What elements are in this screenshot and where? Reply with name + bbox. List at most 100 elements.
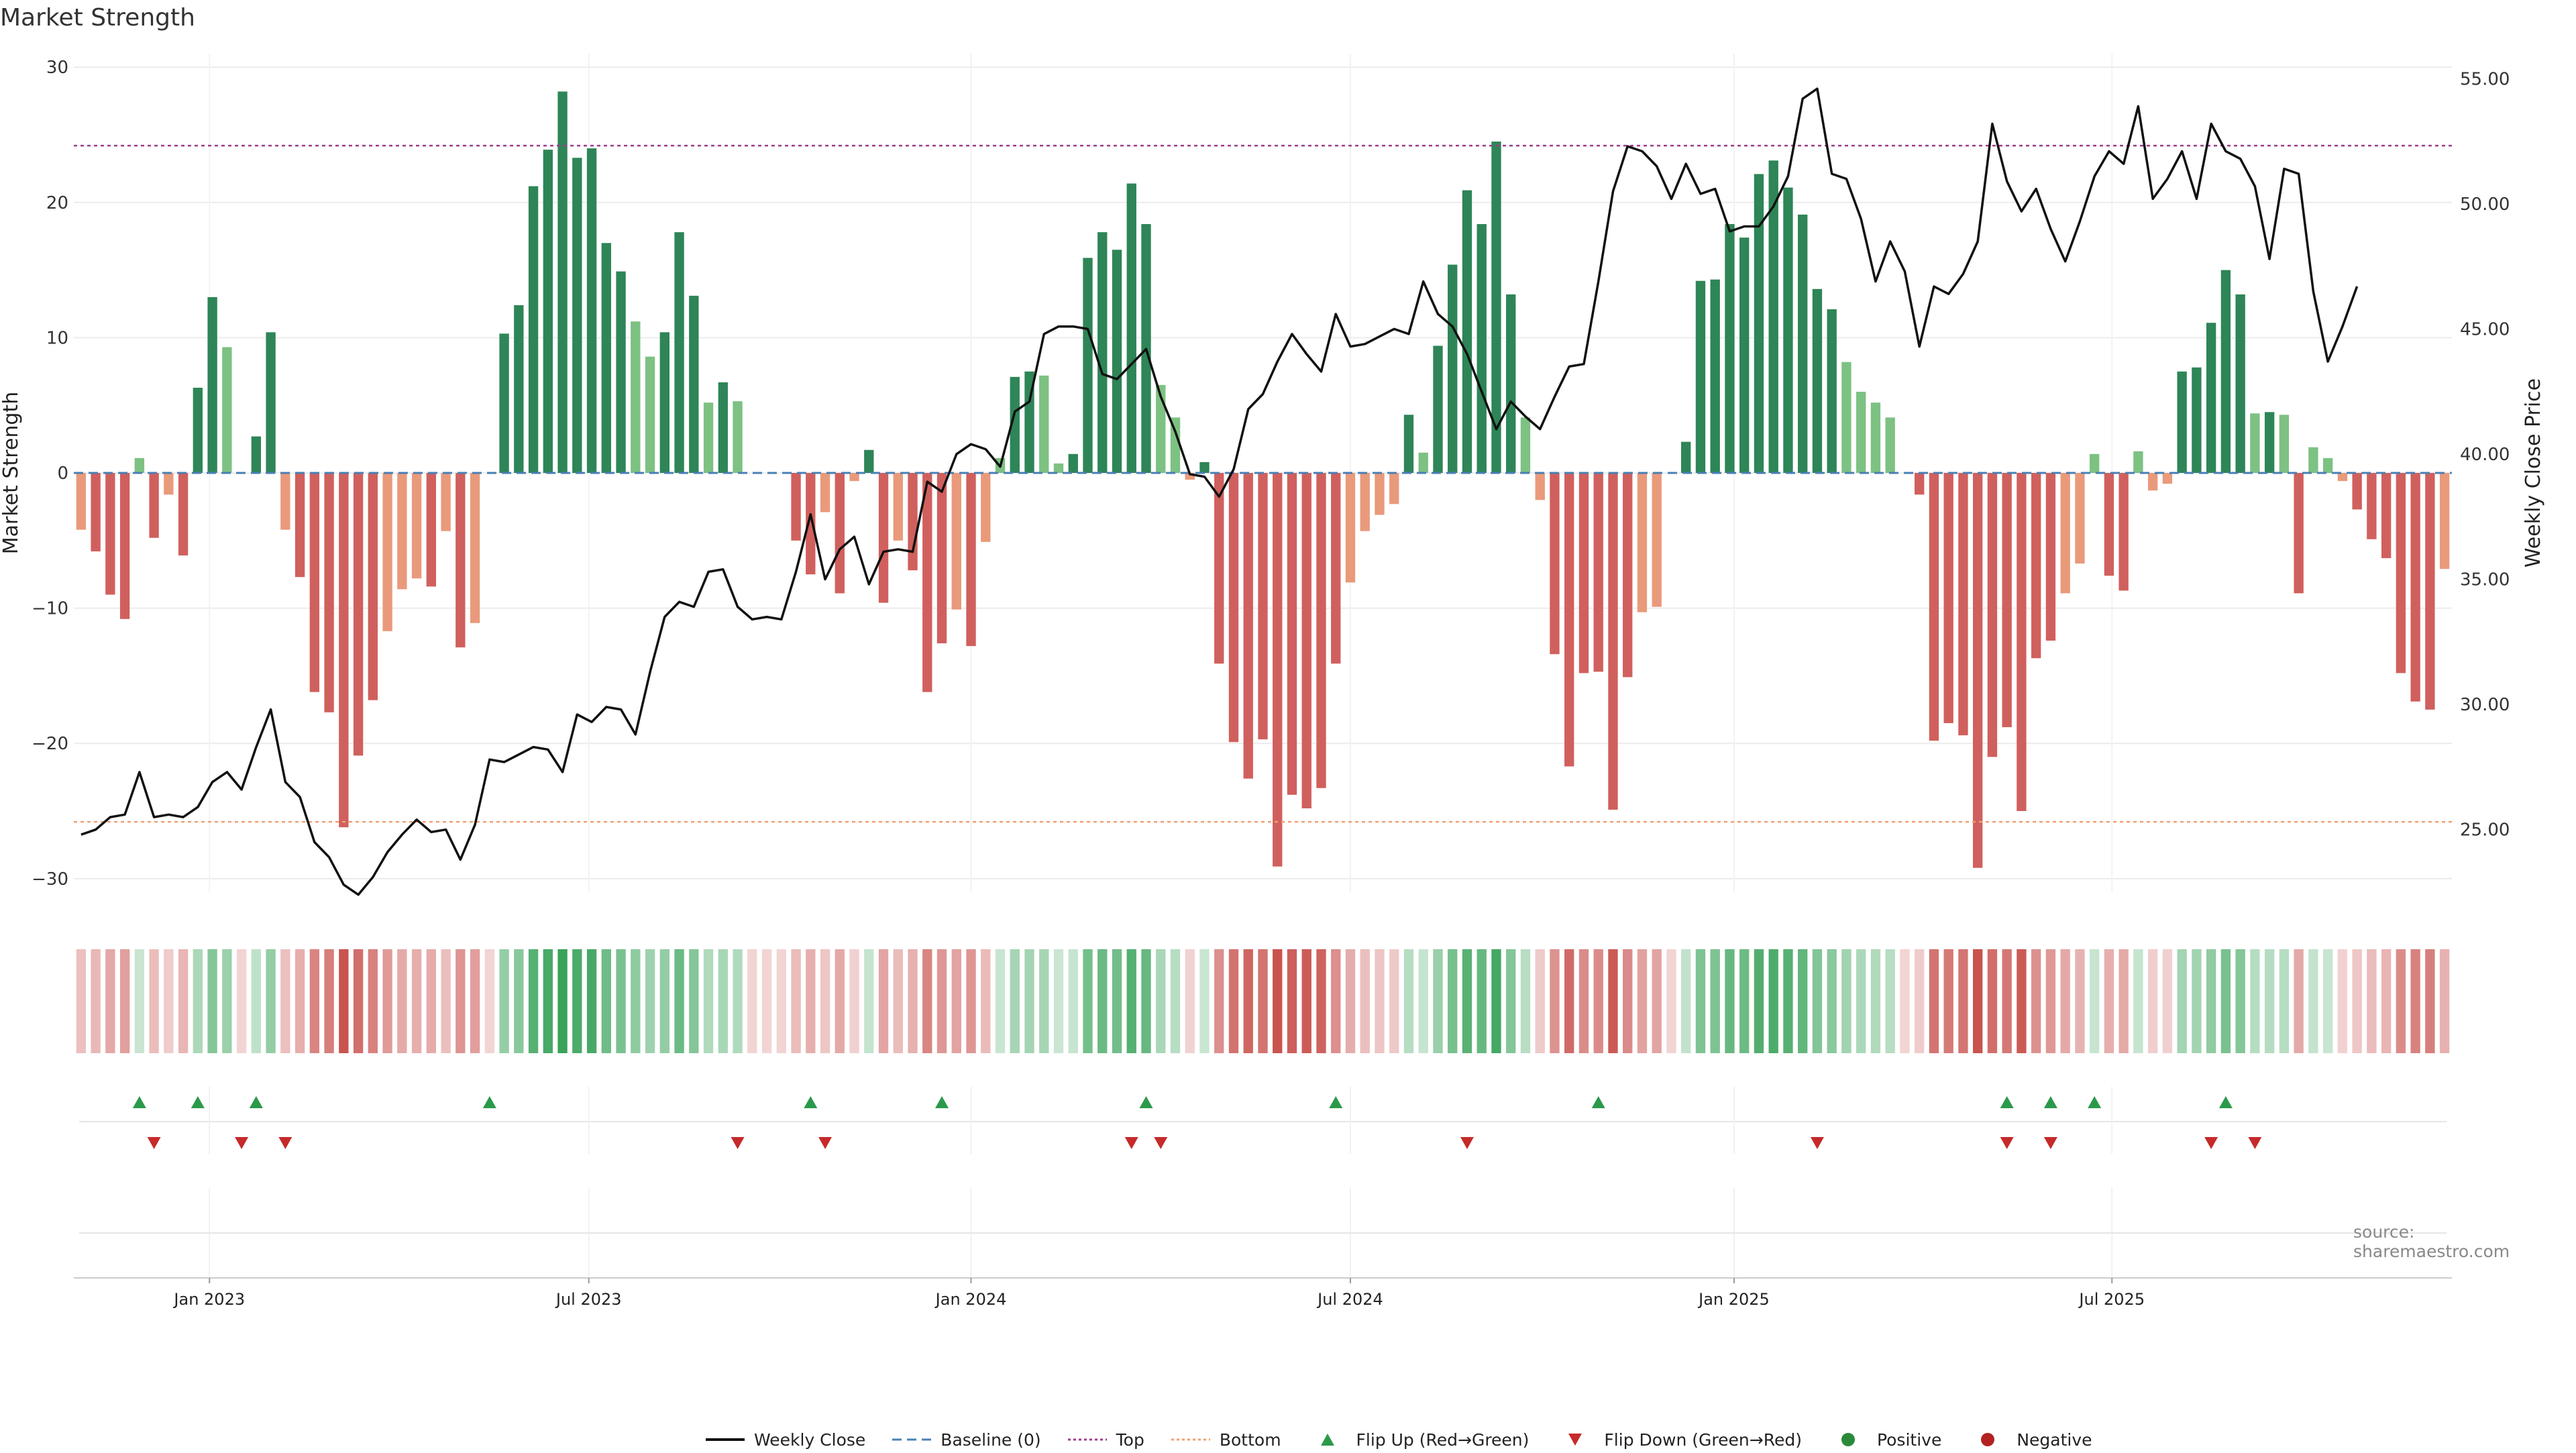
strength-bar [1418,452,1428,473]
heat-cell [1214,949,1224,1053]
heat-cell [2337,949,2348,1053]
heat-cell [1870,949,1881,1053]
heat-cell [324,949,334,1053]
flip-down-marker [2248,1137,2262,1149]
y-tick-label-left: 30 [46,58,68,78]
chart-title: Market Strength [0,4,195,32]
strength-bar [2367,473,2377,539]
strength-bar [91,473,101,551]
heat-cell [1550,949,1560,1053]
heat-cell [2381,949,2392,1053]
heat-cell [2294,949,2304,1053]
heat-cell [557,949,568,1053]
heat-cell [1389,949,1399,1053]
heat-cell [1345,949,1356,1053]
heat-cell [2439,949,2450,1053]
heat-cell [806,949,816,1053]
heat-cell [1010,949,1020,1053]
heat-cell [1812,949,1823,1053]
strength-bar [936,473,947,644]
y-tick-label-right: 25.00 [2460,820,2510,841]
heat-cell [1578,949,1589,1053]
strength-bar [2250,413,2260,473]
flip-down-marker [731,1137,745,1149]
heat-cell [951,949,961,1053]
heat-cell [2352,949,2362,1053]
heat-cell [631,949,641,1053]
heat-cell [1739,949,1750,1053]
heat-cell [1448,949,1458,1053]
strength-bar [2235,294,2245,473]
y-tick-label-right: 50.00 [2460,195,2510,215]
legend-label: Flip Up (Red→Green) [1356,1430,1529,1450]
heat-cell [1360,949,1370,1053]
strength-bar [1710,279,1720,473]
strength-bar [1185,473,1195,480]
x-tick-label: Jul 2024 [1316,1290,1383,1309]
strength-bar [893,473,903,541]
heat-cell [1433,949,1443,1053]
heat-cell [2206,949,2216,1053]
heat-cell [2118,949,2129,1053]
heat-cell [1768,949,1778,1053]
strength-bar [2118,473,2129,591]
heat-cell [1841,949,1851,1053]
heat-cell [2147,949,2158,1053]
strength-bar [2104,473,2114,576]
strength-bar [1097,232,1108,473]
heat-cell [280,949,290,1053]
heat-cell [514,949,524,1053]
heat-cell [1287,949,1297,1053]
legend-label: Bottom [1219,1430,1281,1450]
y-axis-label-right: Weekly Close Price [2522,378,2545,568]
strength-bar [951,473,961,610]
source-text: source: sharemaestro.com [2353,1222,2510,1261]
strength-bar [1929,473,1939,741]
heat-cell [2162,949,2173,1053]
heat-cell [2002,949,2012,1053]
heat-cell [1083,949,1093,1053]
strength-bar [2206,323,2216,473]
strength-bar [339,473,349,828]
legend-item: Bottom [1170,1430,1281,1450]
strength-bar [2279,415,2290,473]
heat-cell [835,949,845,1053]
y-tick-label-left: −10 [32,599,68,619]
strength-bar [1477,224,1487,473]
heat-cell [294,949,305,1053]
flip-down-marker [1460,1137,1474,1149]
heat-cell [411,949,422,1053]
strength-bar [1972,473,1983,868]
y-tick-label-left: −20 [32,734,68,754]
heat-cell [484,949,495,1053]
strength-bar [572,158,582,473]
heat-cell [1900,949,1910,1053]
heat-cell [922,949,932,1053]
strength-bar [280,473,290,530]
strength-bar [193,387,203,473]
flip-up-marker [1591,1096,1605,1108]
legend-swatch-line-dot [1067,1438,1107,1441]
heat-cell [353,949,364,1053]
flip-up-marker [191,1096,205,1108]
heat-cell [178,949,189,1053]
y-axis-label-left: Market Strength [0,392,23,554]
strength-bar [674,232,684,473]
strength-bar [1915,473,1925,495]
strength-bar [2133,451,2143,473]
y-tick-label-right: 35.00 [2460,570,2510,590]
heat-cell [1652,949,1662,1053]
strength-bar [2264,412,2275,473]
flip-up-marker [2218,1096,2233,1108]
heat-cell [791,949,801,1053]
flip-up-marker [2000,1096,2014,1108]
heat-cell [703,949,714,1053]
heat-cell [309,949,320,1053]
strength-bar [1214,473,1224,664]
strength-bar [426,473,437,587]
x-tick-label: Jan 2024 [934,1290,1007,1309]
strength-bar [1637,473,1648,612]
strength-bar [1273,473,1283,867]
flip-down-marker [235,1137,249,1149]
y-tick-label-left: −30 [32,869,68,890]
